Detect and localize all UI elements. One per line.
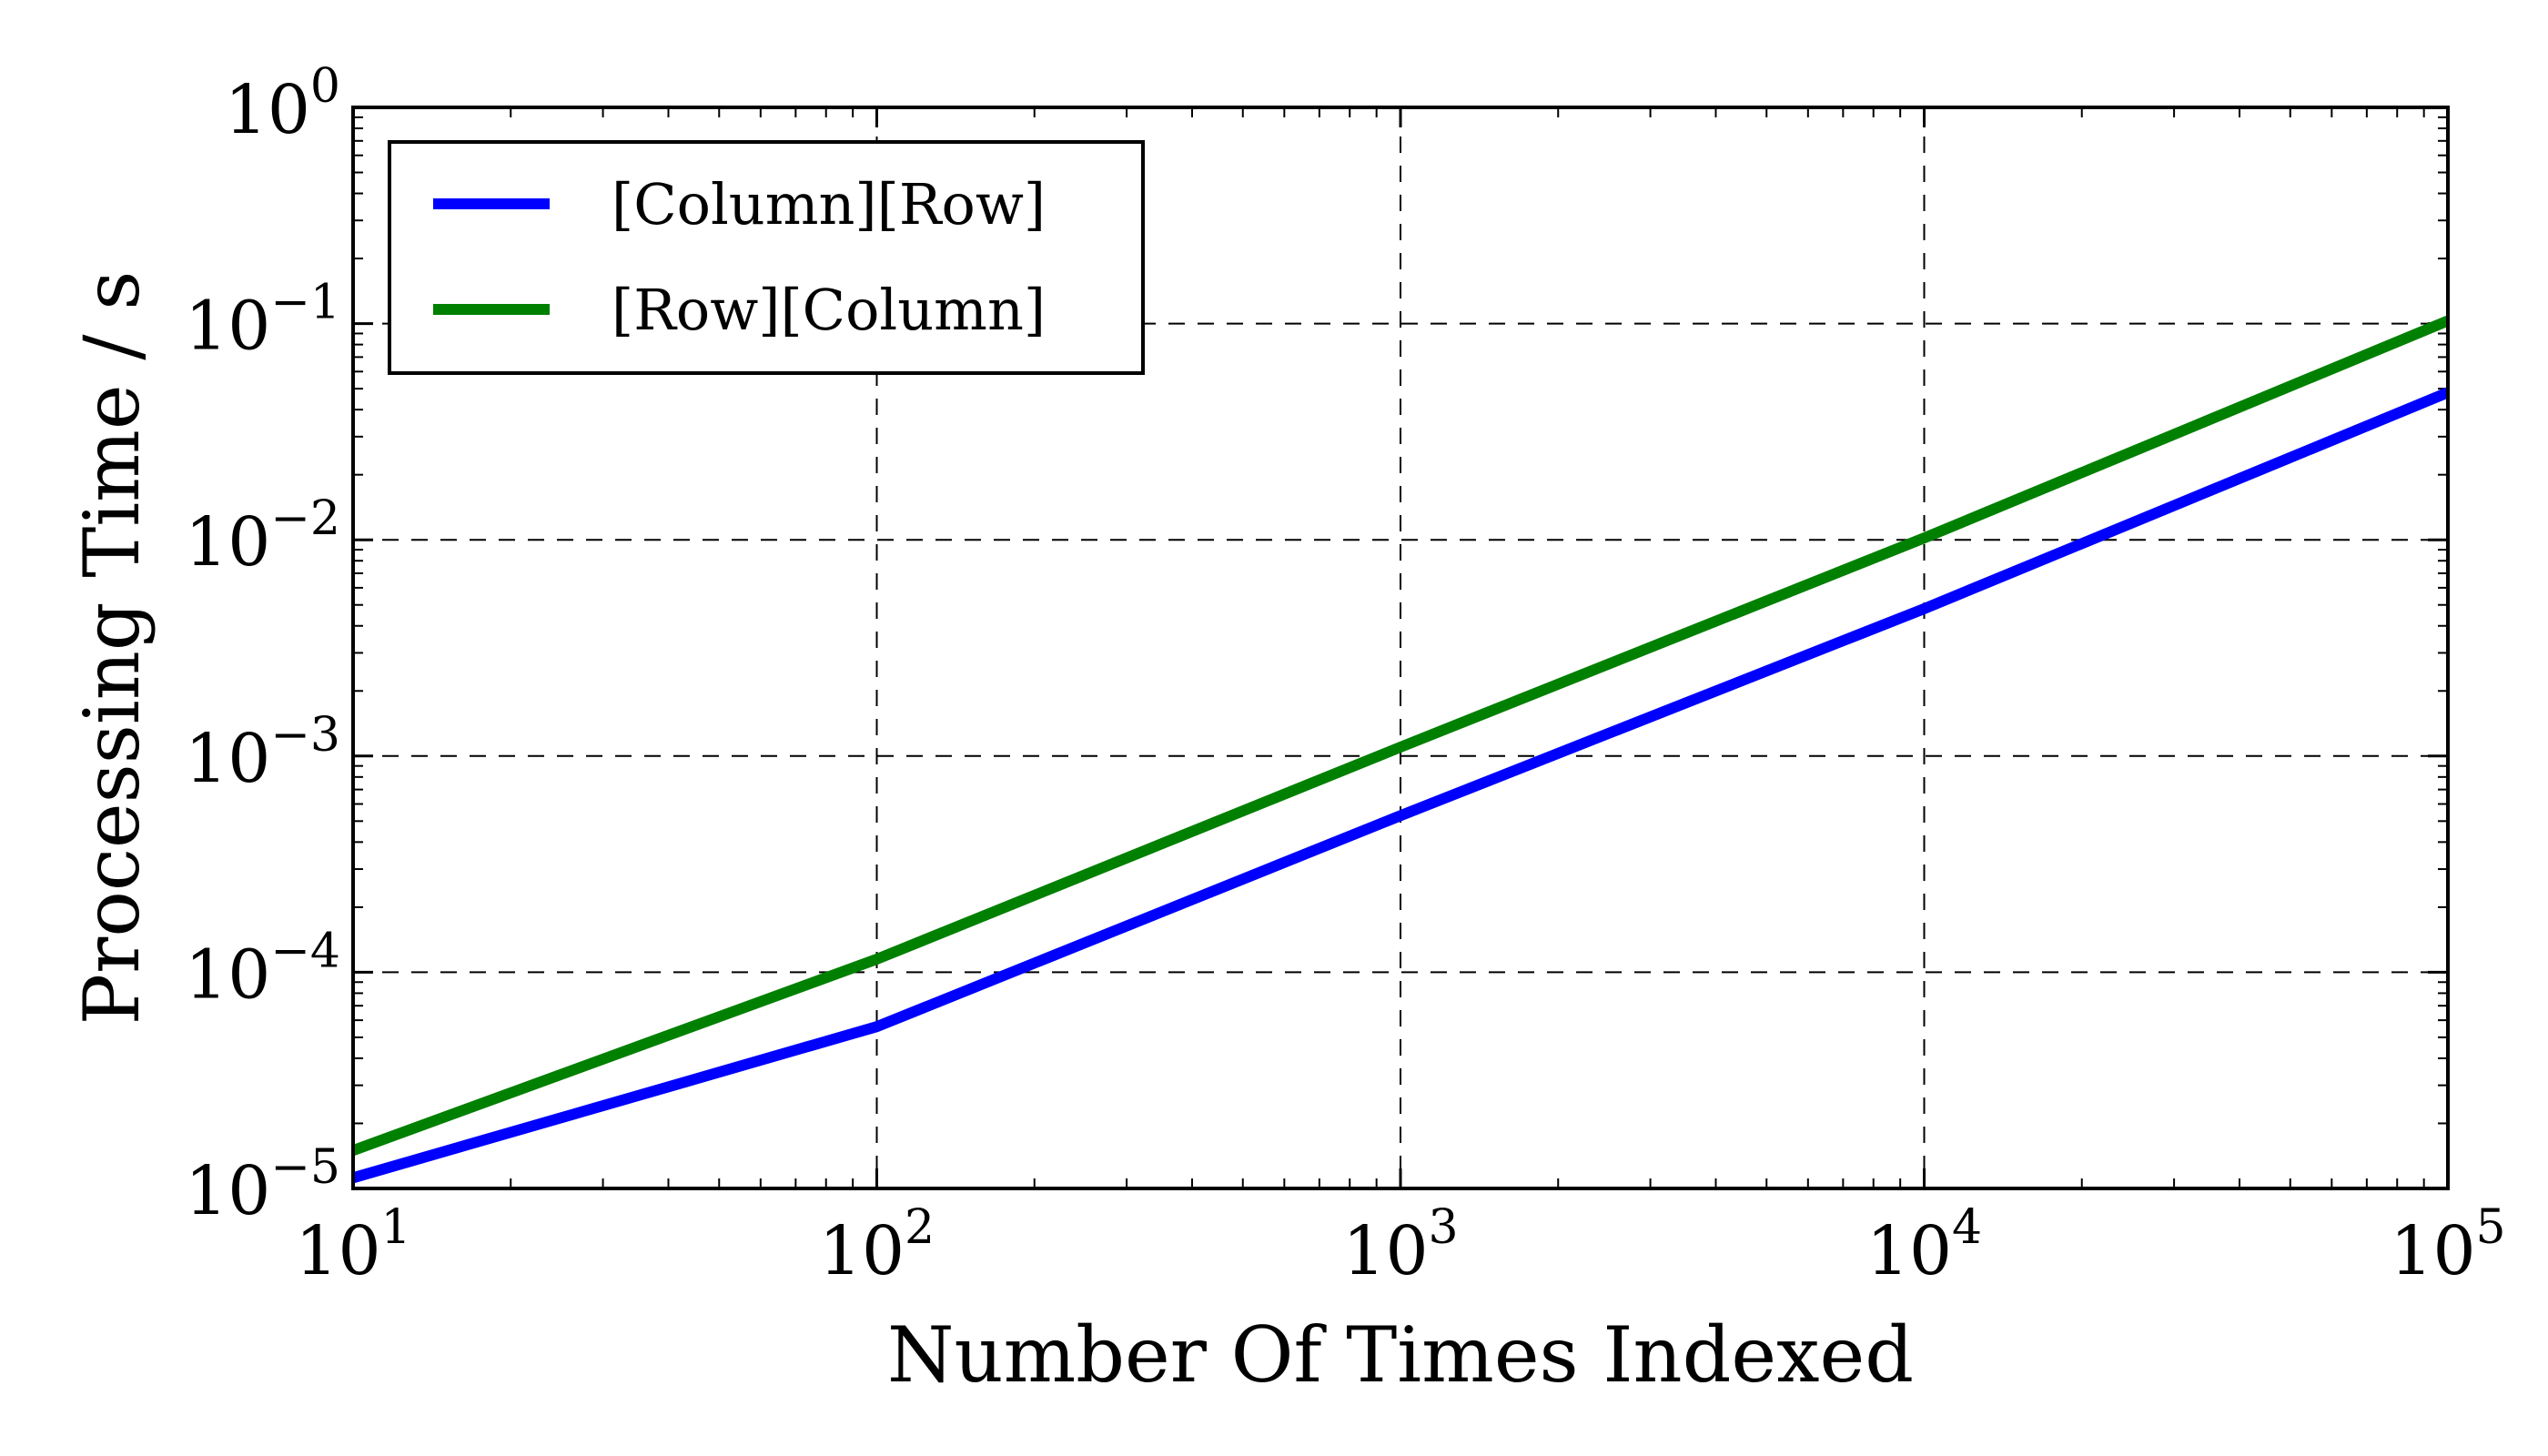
legend-box [388, 140, 1145, 375]
x-tick-label-base: 10 [1342, 1212, 1428, 1290]
series-line-2 [350, 315, 2451, 1156]
y-tick-label-base: 10 [185, 720, 270, 798]
x-tick-label-exponent: 2 [905, 1200, 935, 1255]
x-tick-label: 103 [1342, 1200, 1458, 1290]
y-tick-label-base: 10 [185, 1152, 270, 1230]
y-tick-label: 10−2 [185, 491, 340, 581]
x-tick-label-exponent: 4 [1952, 1200, 1982, 1255]
y-axis-title: Processing Time / s [67, 271, 157, 1026]
y-tick-label-exponent: −4 [270, 924, 340, 978]
y-tick-label: 10−3 [185, 708, 340, 798]
x-tick-label: 104 [1866, 1200, 1982, 1290]
y-tick-label: 100 [225, 59, 340, 149]
y-tick-label-exponent: −5 [270, 1140, 340, 1195]
x-axis-title: Number Of Times Indexed [887, 1310, 1914, 1400]
y-tick-label-exponent: −1 [270, 276, 340, 330]
y-tick-label-exponent: −2 [270, 491, 340, 546]
x-tick-label-base: 10 [2390, 1212, 2475, 1290]
y-tick-label-base: 10 [225, 71, 310, 149]
y-tick-label-exponent: −3 [270, 708, 340, 763]
y-tick-label-base: 10 [185, 935, 270, 1014]
plot-frame [351, 106, 2450, 1190]
legend: [Column][Row] [Row][Column] [388, 140, 1145, 375]
y-tick-label: 10−4 [185, 924, 340, 1014]
x-tick-label: 105 [2390, 1200, 2505, 1290]
legend-label-1: [Column][Row] [612, 171, 1046, 238]
x-tick-label-base: 10 [295, 1212, 380, 1290]
y-tick-label-exponent: 0 [310, 59, 340, 114]
x-tick-label-exponent: 5 [2476, 1200, 2506, 1255]
x-tick-label-exponent: 3 [1429, 1200, 1459, 1255]
x-tick-labels: 101 102 103 104 105 [295, 1200, 2505, 1290]
x-tick-label-base: 10 [819, 1212, 905, 1290]
y-tick-label: 10−5 [185, 1140, 340, 1230]
x-tick-label-exponent: 1 [381, 1200, 411, 1255]
series-line-1 [351, 387, 2451, 1184]
series-lines [350, 315, 2451, 1184]
x-tick-label-base: 10 [1866, 1212, 1952, 1290]
legend-label-2: [Row][Column] [612, 277, 1046, 343]
y-tick-label: 10−1 [185, 276, 340, 366]
x-tick-label: 101 [295, 1200, 410, 1290]
y-tick-label-base: 10 [185, 288, 270, 366]
y-tick-label-base: 10 [185, 503, 270, 581]
x-tick-label: 102 [819, 1200, 935, 1290]
